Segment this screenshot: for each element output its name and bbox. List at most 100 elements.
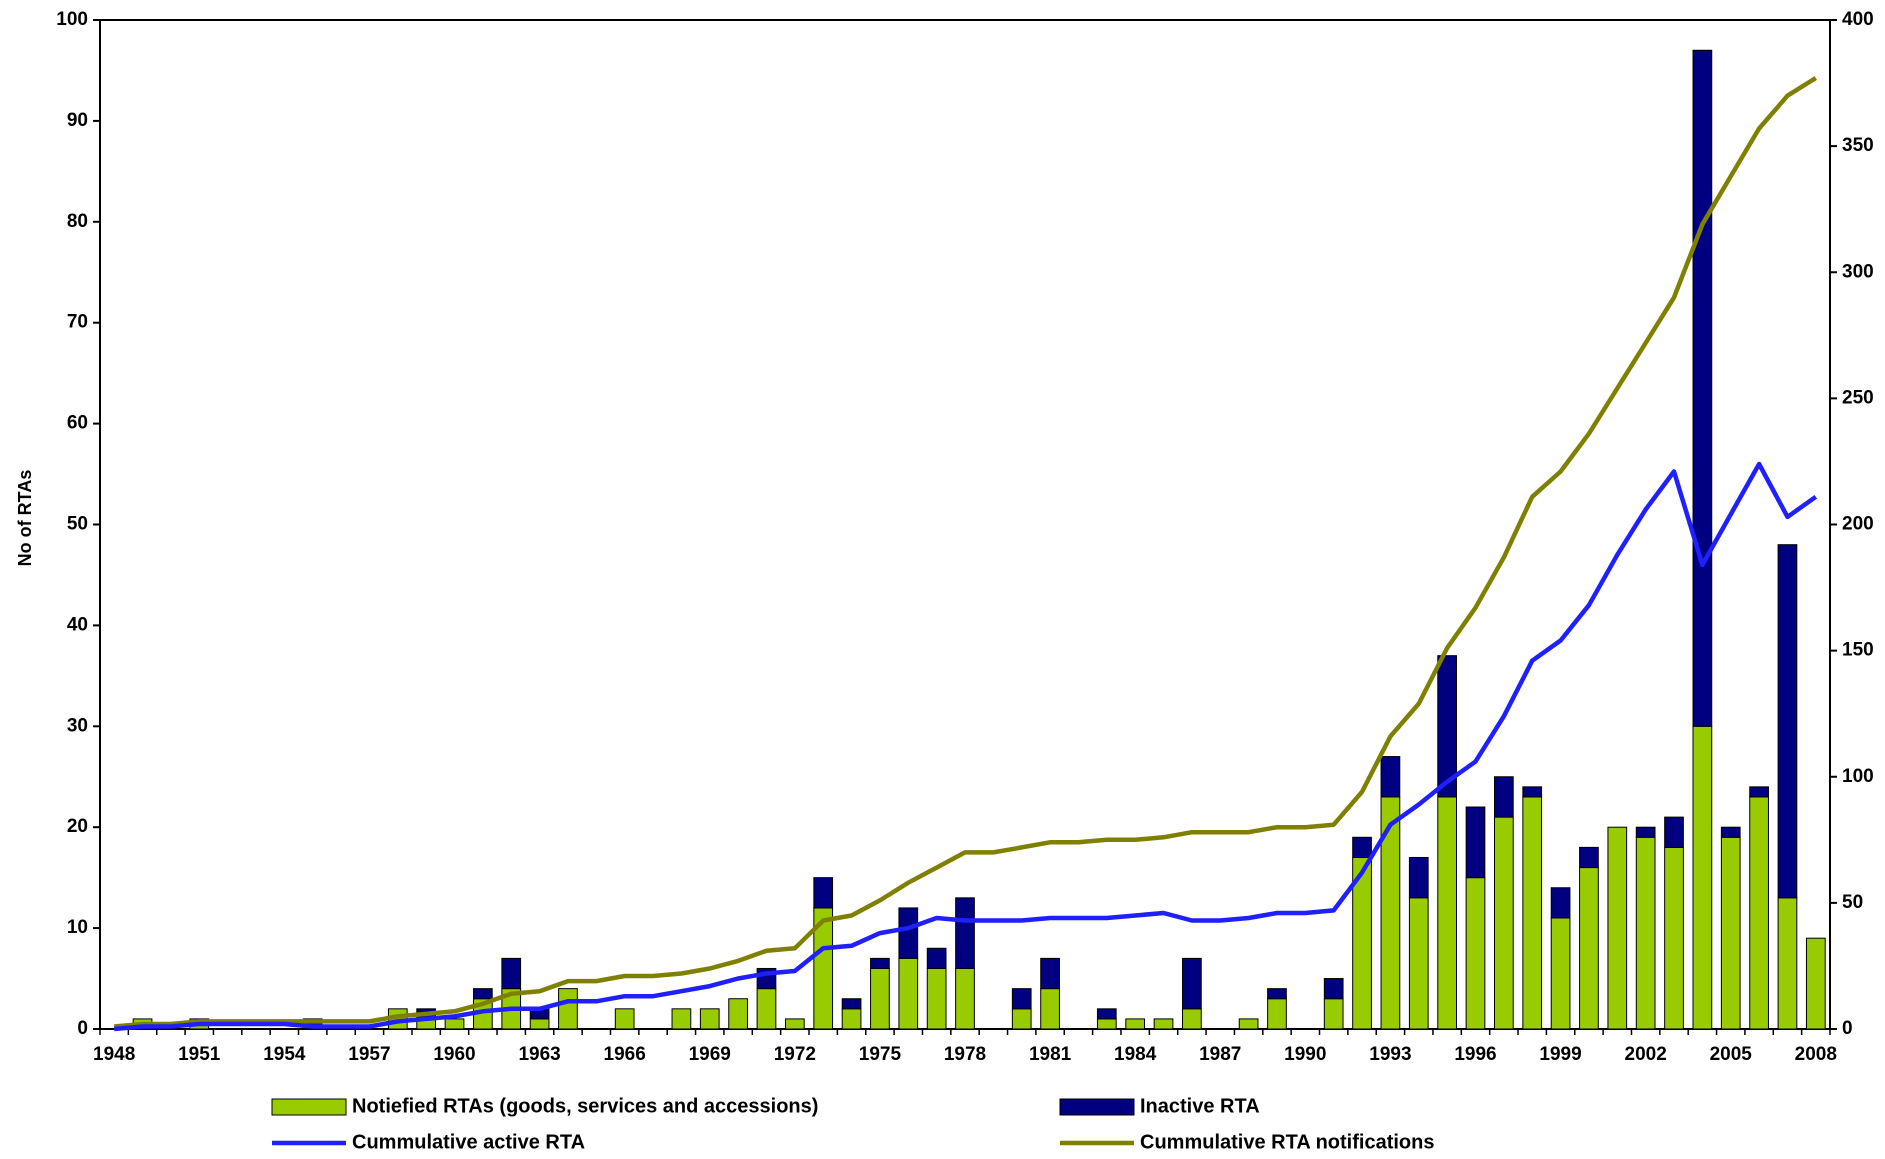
- y-tick-label: 90: [67, 110, 88, 131]
- y2-tick-label: 250: [1842, 387, 1874, 408]
- bar-inactive: [1267, 988, 1287, 1000]
- x-tick-label: 1999: [1539, 1044, 1581, 1065]
- y2-tick-label: 400: [1842, 9, 1874, 30]
- bar-inactive: [1380, 756, 1401, 798]
- x-tick-label: 1972: [774, 1044, 816, 1065]
- bar-inactive: [1493, 776, 1514, 818]
- x-tick-label: 2002: [1625, 1044, 1667, 1065]
- bar-notified: [784, 1018, 805, 1030]
- line-cumulative-notifications: [114, 76, 1817, 1029]
- bar-notified: [1040, 988, 1060, 1030]
- x-tick-label: 1963: [518, 1044, 560, 1065]
- legend-active: Cummulative active RTA: [272, 1131, 585, 1153]
- bar-inactive: [841, 998, 862, 1010]
- bar-inactive: [473, 988, 493, 1000]
- bar-inactive: [1040, 957, 1060, 990]
- bar-inactive: [1437, 655, 1457, 798]
- legend-label: Notiefied RTAs (goods, services and acce…: [352, 1095, 818, 1117]
- bar-inactive: [1550, 887, 1571, 919]
- y2-tick-label: 150: [1842, 640, 1874, 661]
- bar-notified: [1550, 917, 1571, 1030]
- legend-label: Cummulative active RTA: [352, 1131, 585, 1153]
- bar-inactive: [870, 957, 890, 969]
- bar-inactive: [898, 907, 919, 959]
- bars: [132, 49, 1826, 1030]
- bar-notified: [955, 967, 975, 1030]
- x-tick-label: 1966: [604, 1044, 646, 1065]
- bar-notified: [1125, 1018, 1146, 1030]
- x-tick-label: 1975: [859, 1044, 902, 1065]
- x-tick-label: 1957: [348, 1044, 390, 1065]
- bar-notified: [1408, 897, 1429, 1030]
- y2-tick-label: 200: [1842, 514, 1874, 535]
- bar-notified: [558, 988, 578, 1030]
- bar-inactive: [1522, 786, 1543, 798]
- legend-label: Inactive RTA: [1140, 1095, 1260, 1117]
- bar-notified: [1664, 846, 1684, 1030]
- legend-swatch: [271, 1098, 347, 1116]
- x-tick-label: 1948: [93, 1044, 135, 1065]
- x-tick-label: 1981: [1029, 1044, 1072, 1065]
- bar-notified: [1267, 998, 1287, 1030]
- y2-tick-label: 300: [1842, 261, 1874, 282]
- bar-inactive: [1777, 544, 1798, 899]
- x-tick-label: 2008: [1795, 1044, 1837, 1065]
- bar-notified: [841, 1008, 862, 1030]
- y2-tick-label: 100: [1842, 766, 1874, 787]
- bar-notified: [1323, 998, 1344, 1030]
- bar-inactive: [813, 877, 834, 909]
- y-tick-label: 50: [67, 514, 88, 535]
- tick-labels: 0 10 20 30 40 50 60 70 80 90 100 0 50 100 150 200 250 300…: [56, 9, 1873, 1065]
- bar-inactive: [1635, 826, 1656, 838]
- bar-notified: [614, 1008, 635, 1030]
- x-tick-label: 1954: [263, 1044, 306, 1065]
- lines: [114, 76, 1818, 1032]
- bar-notified: [699, 1008, 720, 1030]
- bar-inactive: [501, 957, 522, 990]
- bar-notified: [1011, 1008, 1032, 1030]
- bar-inactive: [1323, 978, 1344, 1000]
- bar-inactive: [955, 897, 975, 969]
- legend-notifications: Cummulative RTA notifications: [1060, 1131, 1434, 1153]
- bar-notified: [1238, 1018, 1259, 1030]
- bar-notified: [1522, 796, 1543, 1030]
- bar-notified: [870, 967, 890, 1030]
- bar-notified: [898, 957, 919, 1030]
- bar-notified: [1720, 836, 1741, 1030]
- bar-notified: [444, 1018, 465, 1030]
- bar-notified: [1749, 796, 1769, 1030]
- line-cumulative-active: [114, 461, 1818, 1032]
- bar-inactive: [1182, 957, 1202, 1010]
- y-tick-label: 100: [56, 9, 88, 30]
- y-tick-label: 80: [67, 211, 88, 232]
- x-tick-label: 1951: [178, 1044, 221, 1065]
- bar-inactive: [1408, 856, 1429, 899]
- bar-notified: [671, 1008, 692, 1030]
- bar-notified: [728, 998, 748, 1030]
- x-tick-label: 1996: [1454, 1044, 1496, 1065]
- bar-notified: [1579, 867, 1599, 1030]
- bar-notified: [1805, 937, 1826, 1030]
- y2-tick-label: 50: [1842, 892, 1863, 913]
- x-tick-label: 1987: [1199, 1044, 1241, 1065]
- y-tick-label: 30: [67, 715, 88, 736]
- bar-notified: [1153, 1018, 1174, 1030]
- bar-notified: [1437, 796, 1457, 1030]
- x-tick-label: 1993: [1369, 1044, 1411, 1065]
- bar-notified: [1692, 725, 1713, 1030]
- bar-notified: [1465, 877, 1486, 1030]
- y-tick-label: 40: [67, 614, 88, 635]
- y2-tick-label: 350: [1842, 135, 1874, 156]
- bar-notified: [1607, 826, 1628, 1030]
- x-tick-label: 1990: [1284, 1044, 1326, 1065]
- legend-swatch: [1059, 1098, 1135, 1116]
- bar-inactive: [1692, 49, 1713, 727]
- bar-inactive: [1749, 786, 1769, 798]
- y-tick-label: 60: [67, 413, 88, 434]
- x-tick-label: 1984: [1114, 1044, 1157, 1065]
- axes: [93, 19, 1837, 1035]
- x-tick-label: 1978: [944, 1044, 986, 1065]
- legend-inactive: Inactive RTA: [1059, 1095, 1260, 1117]
- y-tick-label: 10: [67, 917, 88, 938]
- bar-notified: [1635, 836, 1656, 1030]
